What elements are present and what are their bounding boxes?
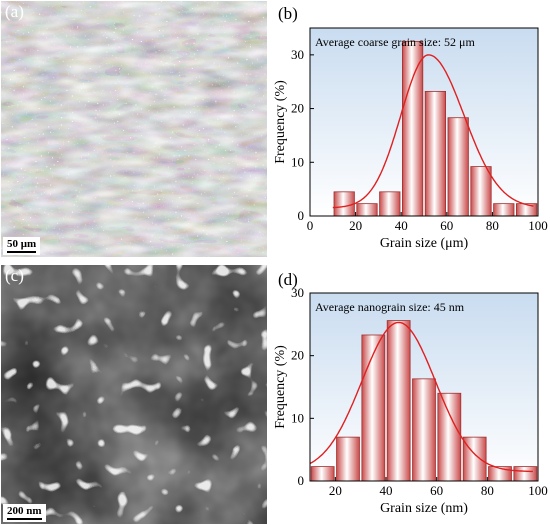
histogram-bar-8	[513, 466, 538, 482]
x-tick-label-0: 20	[329, 483, 342, 498]
x-tick-label-3: 80	[481, 483, 494, 498]
histogram-bar-0	[310, 466, 335, 482]
histogram-bar-3	[401, 41, 424, 217]
histogram-d-svg: 20 40 60 80 100 0 10 20 30 Grain size (nm) Frequen…	[273, 285, 548, 516]
micrograph-c-image	[1, 265, 267, 524]
x-tick-label-2: 60	[430, 483, 443, 498]
histogram-bar-4	[412, 378, 436, 482]
y-tick-label-0: 0	[298, 208, 305, 223]
panel-label-d: (d)	[278, 270, 298, 289]
x-tick-label-2: 40	[395, 218, 408, 233]
scale-bar-c: 200 nm	[3, 504, 46, 522]
y-tick-label-0: 0	[298, 473, 305, 488]
y-tick-label-2: 20	[291, 101, 304, 116]
y-tick-label-3: 30	[291, 47, 304, 62]
histogram-bar-3	[386, 320, 411, 482]
x-tick-label-1: 40	[380, 483, 393, 498]
x-axis-label: Grain size (μm)	[380, 236, 469, 251]
panel-label-c: (c)	[5, 266, 24, 285]
panel-label-a: (a)	[5, 2, 24, 21]
x-tick-label-5: 100	[528, 218, 548, 233]
x-tick-label-1: 20	[349, 218, 362, 233]
micrograph-a-image	[1, 1, 267, 257]
y-axis-label: Frequency (%)	[273, 345, 288, 429]
histogram-bar-5	[447, 117, 469, 217]
y-tick-label-2: 20	[291, 348, 304, 363]
plot-background	[310, 28, 538, 216]
histogram-bar-7	[493, 203, 515, 217]
fit-curve	[332, 54, 534, 209]
y-tick-label-3: 30	[291, 285, 304, 300]
x-tick-label-3: 60	[440, 218, 453, 233]
x-axis-label: Grain size (nm)	[380, 501, 468, 516]
micrograph-a: (a) 50 μm	[1, 1, 267, 257]
histogram-bar-1	[356, 203, 378, 217]
histogram-d: 20 40 60 80 100 0 10 20 30 Grain size (nm) Frequen…	[270, 285, 550, 525]
histogram-bar-6	[470, 166, 492, 217]
chart-annotation: Average nanograin size: 45 nm	[315, 300, 465, 314]
scale-bar-label-c: 200 nm	[7, 505, 42, 517]
plot-frame	[309, 27, 539, 217]
scale-bar-label-a: 50 μm	[7, 238, 37, 250]
histogram-b-svg: 0 20 40 60 80 100 0 10 20 30 Grain size (μm) Freque…	[273, 27, 548, 251]
panel-label-b: (b)	[278, 4, 298, 23]
histogram-bar-1	[336, 436, 360, 482]
histogram-b: 0 20 40 60 80 100 0 10 20 30 Grain size (μm) Freque…	[270, 20, 550, 260]
histogram-bar-2	[379, 191, 401, 217]
micrograph-c: (c) 200 nm	[1, 265, 267, 524]
histogram-bar-4	[424, 90, 446, 217]
x-tick-label-4: 80	[486, 218, 499, 233]
scale-bar-a: 50 μm	[3, 237, 41, 255]
scale-bar-line-a	[7, 251, 37, 253]
x-tick-label-4: 100	[528, 483, 548, 498]
plot-frame	[309, 292, 539, 482]
scale-bar-line-c	[7, 518, 42, 520]
histogram-bar-2	[361, 334, 386, 482]
fit-curve	[309, 321, 533, 473]
y-tick-label-1: 10	[291, 154, 304, 169]
x-tick-label-0: 0	[307, 218, 314, 233]
histogram-bar-8	[515, 203, 538, 217]
histogram-bar-0	[333, 191, 355, 217]
y-axis-label: Frequency (%)	[273, 80, 288, 164]
y-tick-label-1: 10	[291, 410, 304, 425]
chart-annotation: Average coarse grain size: 52 μm	[315, 35, 475, 49]
histogram-bar-5	[437, 392, 462, 482]
